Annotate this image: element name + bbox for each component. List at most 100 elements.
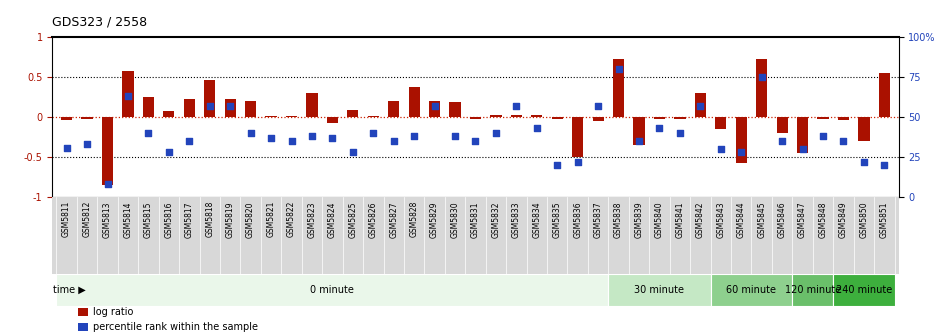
Text: 0 minute: 0 minute bbox=[310, 285, 355, 295]
Text: GSM5822: GSM5822 bbox=[287, 201, 296, 238]
Text: GSM5851: GSM5851 bbox=[880, 201, 889, 238]
Point bbox=[121, 93, 136, 99]
Bar bbox=[143, 97, 154, 117]
Text: GSM5849: GSM5849 bbox=[839, 201, 848, 238]
Point bbox=[407, 134, 422, 139]
Text: GSM5850: GSM5850 bbox=[860, 201, 868, 238]
Text: GSM5830: GSM5830 bbox=[451, 201, 459, 238]
Point bbox=[570, 159, 585, 165]
Text: GSM5844: GSM5844 bbox=[737, 201, 746, 238]
Bar bbox=[613, 59, 624, 117]
Point bbox=[509, 103, 524, 109]
Point bbox=[754, 74, 769, 80]
Bar bbox=[78, 308, 87, 316]
Bar bbox=[511, 116, 522, 117]
Point bbox=[223, 103, 238, 109]
Bar bbox=[306, 93, 318, 117]
Bar bbox=[102, 117, 113, 185]
Text: GSM5811: GSM5811 bbox=[62, 201, 71, 238]
Text: 120 minute: 120 minute bbox=[785, 285, 841, 295]
Text: GSM5820: GSM5820 bbox=[246, 201, 255, 238]
Bar bbox=[470, 117, 481, 119]
Bar bbox=[265, 116, 277, 117]
Bar bbox=[491, 116, 501, 117]
Point bbox=[488, 130, 503, 136]
Bar bbox=[204, 80, 215, 117]
Bar bbox=[792, 274, 833, 306]
Point bbox=[631, 138, 647, 144]
Bar bbox=[552, 117, 563, 120]
Bar bbox=[715, 117, 727, 129]
Text: GSM5840: GSM5840 bbox=[655, 201, 664, 238]
Bar bbox=[368, 116, 378, 117]
Point bbox=[386, 138, 401, 144]
Point bbox=[795, 146, 810, 152]
Bar bbox=[736, 117, 747, 163]
Point bbox=[203, 103, 218, 109]
Bar bbox=[224, 99, 236, 117]
Text: GSM5848: GSM5848 bbox=[819, 201, 827, 238]
Point bbox=[774, 138, 789, 144]
Point bbox=[672, 130, 688, 136]
Point bbox=[243, 130, 259, 136]
Point bbox=[877, 163, 892, 168]
Bar bbox=[184, 99, 195, 117]
Point bbox=[59, 145, 74, 150]
Bar bbox=[532, 116, 542, 117]
Text: GSM5846: GSM5846 bbox=[778, 201, 786, 238]
Bar bbox=[286, 116, 297, 117]
Text: GSM5845: GSM5845 bbox=[757, 201, 767, 238]
Point bbox=[550, 163, 565, 168]
Bar bbox=[429, 101, 440, 117]
Bar bbox=[797, 117, 808, 153]
Text: GSM5823: GSM5823 bbox=[307, 201, 317, 238]
Point bbox=[836, 138, 851, 144]
Text: GSM5817: GSM5817 bbox=[184, 201, 194, 238]
Bar bbox=[327, 117, 338, 124]
Bar bbox=[674, 117, 686, 120]
Bar bbox=[654, 117, 665, 120]
Text: GSM5843: GSM5843 bbox=[716, 201, 726, 238]
Bar bbox=[859, 117, 869, 141]
Bar bbox=[450, 102, 460, 117]
Point bbox=[100, 182, 115, 187]
Text: GSM5818: GSM5818 bbox=[205, 201, 214, 238]
Text: GSM5833: GSM5833 bbox=[512, 201, 521, 238]
Bar bbox=[388, 101, 399, 117]
Text: GSM5838: GSM5838 bbox=[614, 201, 623, 238]
Point bbox=[345, 150, 360, 155]
Bar bbox=[164, 111, 174, 117]
Text: percentile rank within the sample: percentile rank within the sample bbox=[93, 322, 258, 332]
Point bbox=[651, 126, 667, 131]
Point bbox=[733, 150, 748, 155]
Point bbox=[713, 146, 728, 152]
Point bbox=[304, 134, 320, 139]
Bar bbox=[78, 323, 87, 331]
Bar bbox=[609, 274, 710, 306]
Bar bbox=[833, 274, 895, 306]
Point bbox=[468, 138, 483, 144]
Bar bbox=[409, 87, 419, 117]
Bar bbox=[245, 101, 256, 117]
Point bbox=[325, 135, 340, 140]
Text: GSM5839: GSM5839 bbox=[634, 201, 644, 238]
Text: GSM5825: GSM5825 bbox=[348, 201, 358, 238]
Text: GSM5836: GSM5836 bbox=[573, 201, 582, 238]
Text: 60 minute: 60 minute bbox=[727, 285, 777, 295]
Bar bbox=[710, 274, 792, 306]
Point bbox=[80, 142, 95, 147]
Bar bbox=[573, 117, 583, 157]
Text: GSM5827: GSM5827 bbox=[389, 201, 398, 238]
Bar bbox=[592, 117, 604, 121]
Text: GSM5832: GSM5832 bbox=[492, 201, 500, 238]
Text: log ratio: log ratio bbox=[93, 307, 133, 317]
Bar bbox=[756, 59, 767, 117]
Point bbox=[448, 134, 463, 139]
Bar bbox=[61, 117, 72, 120]
Point bbox=[856, 159, 871, 165]
Text: GSM5831: GSM5831 bbox=[471, 201, 480, 238]
Text: GSM5821: GSM5821 bbox=[266, 201, 276, 238]
Point bbox=[611, 66, 626, 72]
Text: GSM5834: GSM5834 bbox=[533, 201, 541, 238]
Bar bbox=[347, 110, 359, 117]
